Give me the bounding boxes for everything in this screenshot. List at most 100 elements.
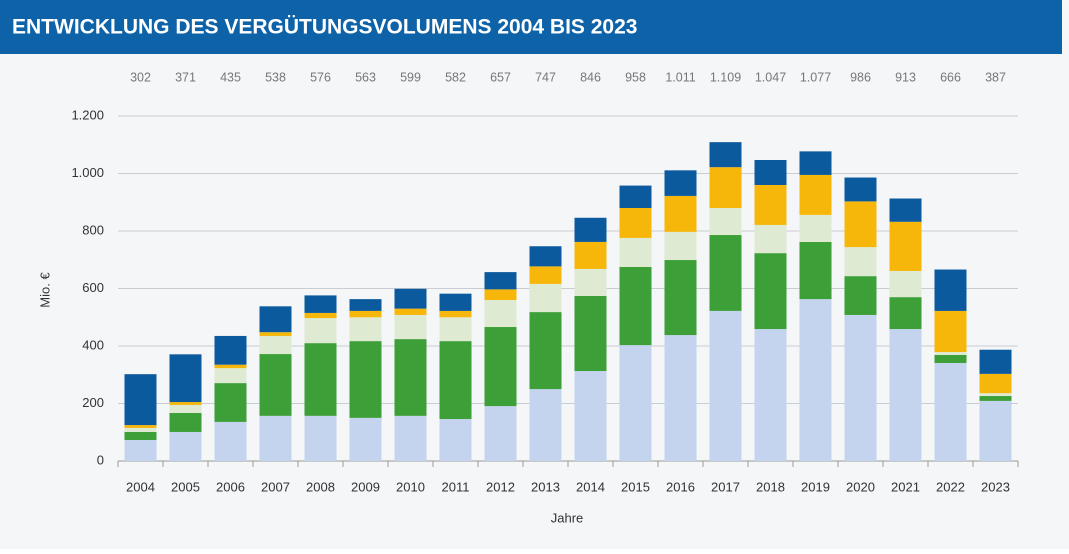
- x-tick-label: 2005: [171, 479, 200, 494]
- bar-segment: [394, 339, 427, 416]
- bar-segment: [709, 208, 742, 236]
- bar-segment: [529, 312, 562, 390]
- bar-segment: [709, 235, 742, 311]
- bar-segment: [619, 185, 652, 208]
- total-label: 371: [175, 70, 196, 84]
- x-tick-label: 2022: [936, 479, 965, 494]
- bar-segment: [124, 427, 157, 432]
- bar-segment: [574, 295, 607, 372]
- bar-segment: [529, 283, 562, 313]
- bar-segment: [214, 368, 247, 384]
- bar-segment: [799, 299, 832, 461]
- x-tick-label: 2004: [126, 479, 155, 494]
- bar-segment: [889, 198, 922, 222]
- bar-segment: [529, 389, 562, 461]
- bar-segment: [889, 329, 922, 461]
- bar-segment: [619, 208, 652, 238]
- bar-segment: [754, 159, 787, 185]
- bar-segment: [304, 312, 337, 319]
- bar-segment: [754, 253, 787, 330]
- bar-segment: [979, 400, 1012, 461]
- total-label: 1.011: [665, 70, 695, 84]
- bar-segment: [664, 231, 697, 261]
- bar-segment: [349, 299, 382, 311]
- bar-segment: [124, 440, 157, 461]
- bar-segment: [619, 266, 652, 346]
- bar-segment: [394, 415, 427, 461]
- bar-segment: [754, 224, 787, 254]
- total-label: 538: [265, 70, 286, 84]
- bar-segment: [844, 247, 877, 277]
- x-tick-label: 2021: [891, 479, 920, 494]
- bar-segment: [349, 417, 382, 461]
- bar-segment: [889, 221, 922, 271]
- bar-segment: [619, 237, 652, 267]
- bar-segment: [844, 314, 877, 461]
- y-tick-label: 0: [97, 452, 104, 467]
- bar-segment: [529, 266, 562, 284]
- bar-segment: [439, 317, 472, 342]
- bar-segment: [304, 295, 337, 313]
- total-label: 435: [220, 70, 241, 84]
- bar-segment: [394, 288, 427, 309]
- bar-segment: [214, 383, 247, 422]
- bar-segment: [934, 362, 967, 461]
- bar-segment: [799, 241, 832, 300]
- x-tick-label: 2010: [396, 479, 425, 494]
- bar-segment: [349, 310, 382, 318]
- total-label: 747: [535, 70, 556, 84]
- x-tick-label: 2011: [442, 479, 470, 494]
- bar-segment: [754, 329, 787, 461]
- bar-segment: [934, 352, 967, 355]
- total-label: 563: [355, 70, 376, 84]
- bar-segment: [484, 272, 517, 290]
- x-tick-label: 2023: [981, 479, 1010, 494]
- bar-segment: [304, 415, 337, 461]
- bar-segment: [394, 314, 427, 340]
- total-label: 846: [580, 70, 601, 84]
- bar-segment: [484, 300, 517, 328]
- bar-segment: [169, 404, 202, 413]
- x-tick-label: 2009: [351, 479, 380, 494]
- bar-segment: [169, 412, 202, 432]
- y-tick-label: 1.000: [71, 165, 104, 180]
- bar-segment: [124, 374, 157, 426]
- bar-segment: [214, 335, 247, 365]
- bar-segment: [259, 415, 292, 461]
- bar-segment: [799, 174, 832, 215]
- y-tick-label: 200: [82, 395, 104, 410]
- bar-segment: [394, 308, 427, 315]
- bar-segment: [844, 177, 877, 202]
- bar-segment: [124, 431, 157, 441]
- bar-segment: [664, 170, 697, 196]
- bar-segment: [664, 335, 697, 461]
- bar-segment: [214, 364, 247, 369]
- total-label: 657: [490, 70, 511, 84]
- bar-segment: [979, 396, 1012, 401]
- bar-segment: [979, 393, 1012, 397]
- bar-segment: [169, 402, 202, 405]
- bar-segment: [439, 341, 472, 420]
- bar-segment: [709, 167, 742, 208]
- total-label: 599: [400, 70, 421, 84]
- bar-segment: [439, 419, 472, 461]
- x-tick-label: 2020: [846, 479, 875, 494]
- bar-segment: [574, 217, 607, 242]
- bar-segment: [709, 310, 742, 461]
- total-label: 582: [445, 70, 466, 84]
- bar-segment: [979, 349, 1012, 374]
- bar-segment: [439, 293, 472, 311]
- bar-segment: [799, 214, 832, 242]
- bar-segment: [799, 151, 832, 175]
- y-tick-label: 400: [82, 337, 104, 352]
- total-label: 576: [310, 70, 331, 84]
- bar-segment: [349, 317, 382, 342]
- total-label: 1.109: [710, 70, 741, 84]
- bar-segment: [439, 310, 472, 318]
- header-bar: [0, 0, 1062, 54]
- total-label: 666: [940, 70, 961, 84]
- x-tick-label: 2008: [306, 479, 335, 494]
- x-tick-label: 2014: [576, 479, 605, 494]
- bar-segment: [574, 268, 607, 296]
- total-label: 1.077: [800, 70, 831, 84]
